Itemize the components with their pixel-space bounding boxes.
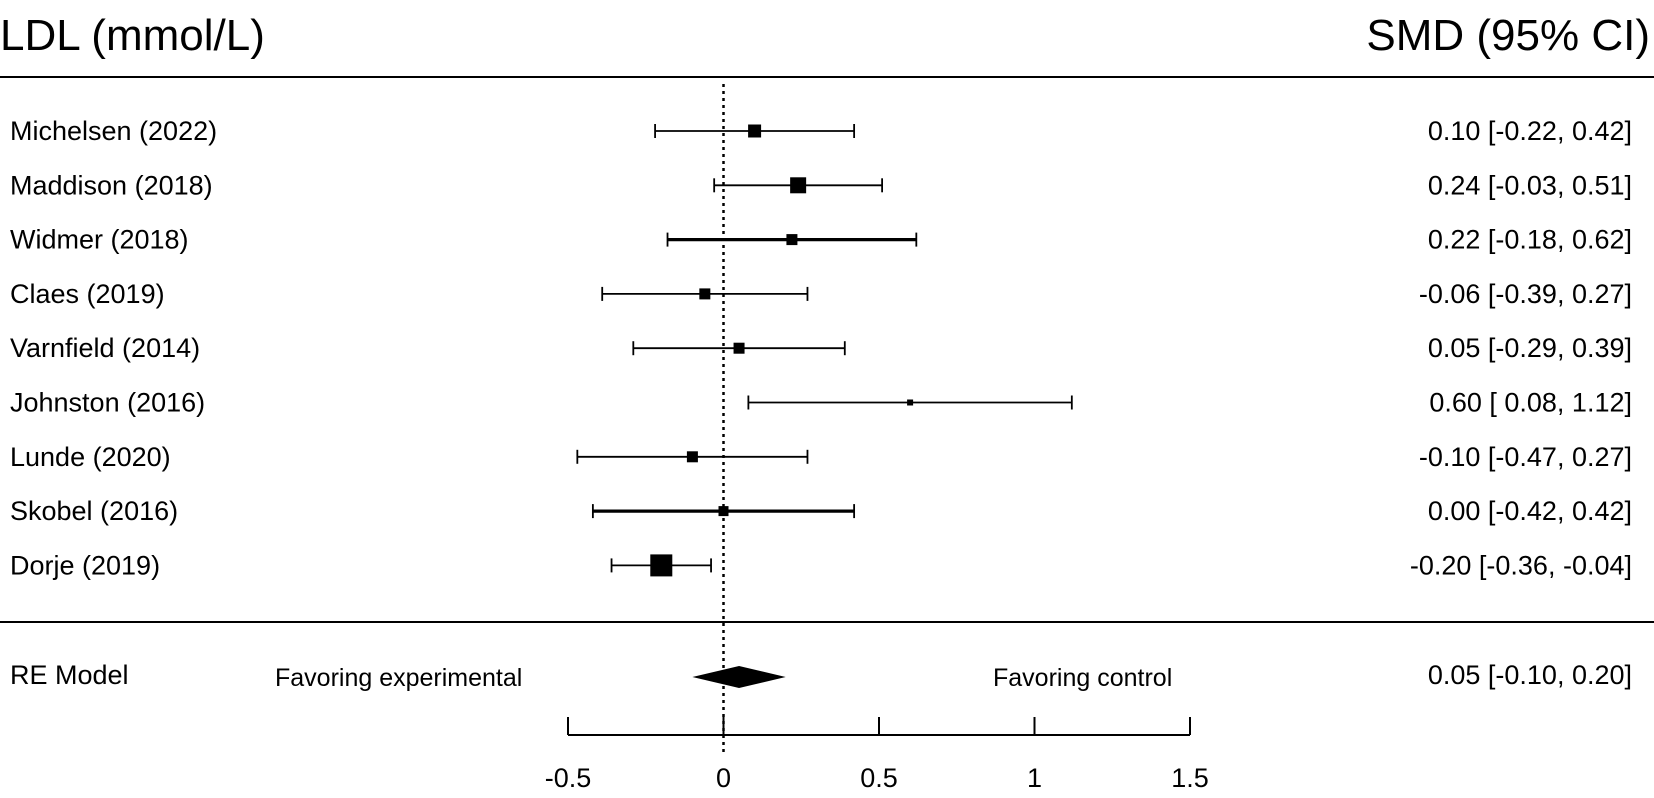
x-tick-label: 0.5 [860,763,898,793]
study-label: Varnfield (2014) [10,333,200,363]
study-row: Lunde (2020) -0.10 [-0.47, 0.27] [10,442,1632,472]
x-tick-label: -0.5 [545,763,592,793]
study-row: Skobel (2016) 0.00 [-0.42, 0.42] [10,496,1632,526]
x-axis: -0.5 0 0.5 1 1.5 [545,717,1209,793]
point-estimate [650,554,673,577]
study-ci-text: 0.00 [-0.42, 0.42] [1428,496,1632,526]
favoring-right-label: Favoring control [993,664,1172,692]
study-label: Skobel (2016) [10,496,178,526]
study-label: Dorje (2019) [10,550,160,580]
study-row: Widmer (2018) 0.22 [-0.18, 0.62] [10,225,1632,255]
point-estimate [733,342,745,354]
point-estimate [686,451,698,463]
study-row: Varnfield (2014) 0.05 [-0.29, 0.39] [10,333,1632,363]
study-row: Johnston (2016) 0.60 [ 0.08, 1.12] [10,388,1632,418]
study-row: Michelsen (2022) 0.10 [-0.22, 0.42] [10,116,1632,146]
study-label: Johnston (2016) [10,388,205,418]
study-row: Dorje (2019) -0.20 [-0.36, -0.04] [10,550,1632,580]
study-label: Claes (2019) [10,279,165,309]
point-estimate [790,177,807,194]
study-label: Michelsen (2022) [10,116,217,146]
point-estimate [699,288,711,300]
effect-header: SMD (95% CI) [1366,11,1650,60]
study-label: Lunde (2020) [10,442,171,472]
study-ci-text: 0.05 [-0.29, 0.39] [1428,333,1632,363]
chart-title: LDL (mmol/L) [0,11,265,60]
study-ci-text: 0.10 [-0.22, 0.42] [1428,116,1632,146]
favoring-left-label: Favoring experimental [275,664,522,692]
study-row: Maddison (2018) 0.24 [-0.03, 0.51] [10,170,1632,200]
x-tick-label: 1 [1027,763,1042,793]
summary-diamond [692,666,786,688]
study-ci-text: -0.10 [-0.47, 0.27] [1419,442,1632,472]
forest-marks: Michelsen (2022) 0.10 [-0.22, 0.42] Maddis… [10,84,1632,756]
summary-label: RE Model [10,660,129,690]
x-tick-label: 0 [716,763,731,793]
study-label: Maddison (2018) [10,170,213,200]
study-ci-text: -0.20 [-0.36, -0.04] [1410,550,1632,580]
summary-ci-text: 0.05 [-0.10, 0.20] [1428,660,1632,690]
point-estimate [786,234,798,246]
study-ci-text: -0.06 [-0.39, 0.27] [1419,279,1632,309]
point-estimate [907,399,914,406]
study-ci-text: 0.22 [-0.18, 0.62] [1428,225,1632,255]
x-tick-label: 1.5 [1171,763,1209,793]
point-estimate [748,124,762,138]
study-ci-text: 0.60 [ 0.08, 1.12] [1429,388,1632,418]
study-label: Widmer (2018) [10,225,189,255]
study-row: Claes (2019) -0.06 [-0.39, 0.27] [10,279,1632,309]
study-ci-text: 0.24 [-0.03, 0.51] [1428,170,1632,200]
